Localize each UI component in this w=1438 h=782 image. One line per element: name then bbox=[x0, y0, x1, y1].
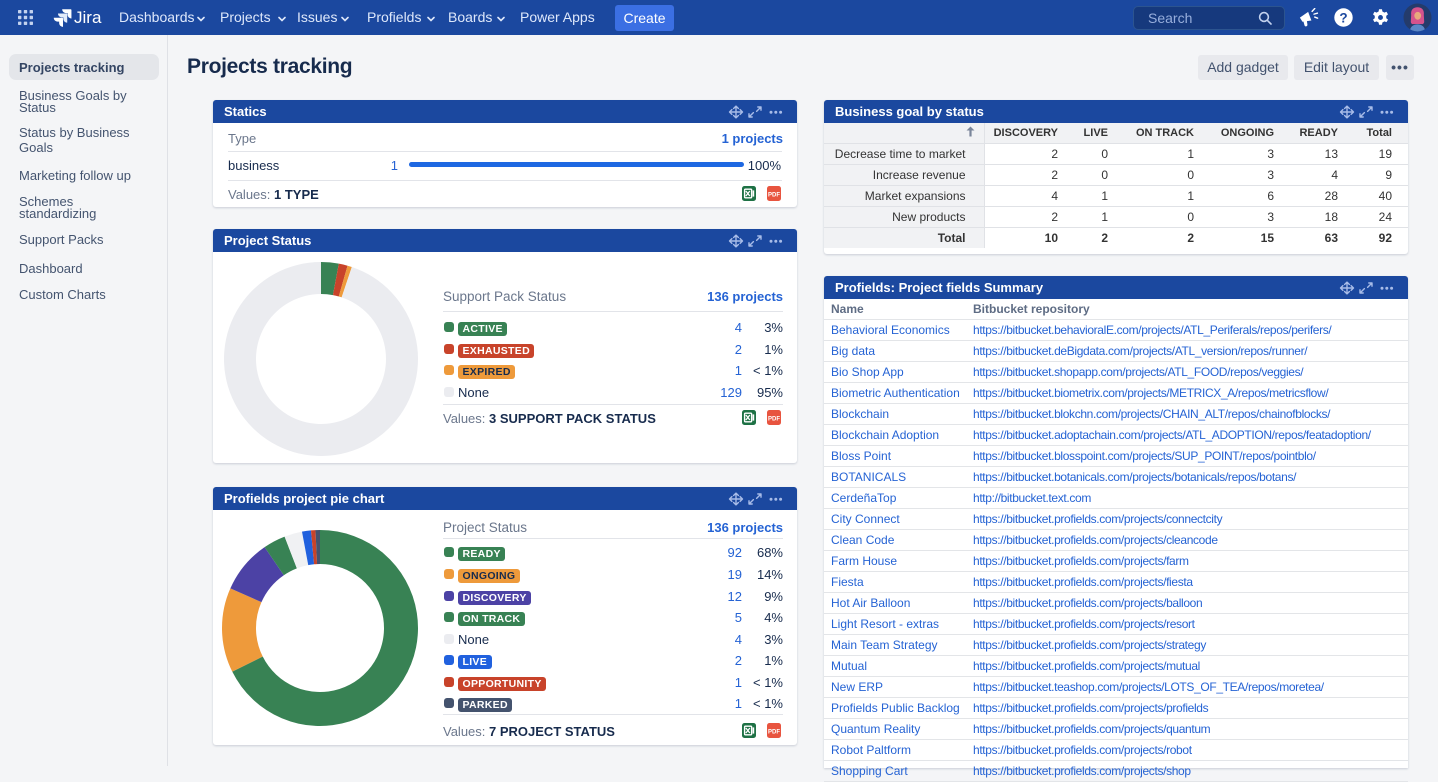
svg-text:PDF: PDF bbox=[768, 192, 780, 198]
svg-text:?: ? bbox=[1339, 10, 1347, 25]
svg-text:PDF: PDF bbox=[768, 729, 780, 735]
svg-text:PDF: PDF bbox=[768, 416, 780, 422]
